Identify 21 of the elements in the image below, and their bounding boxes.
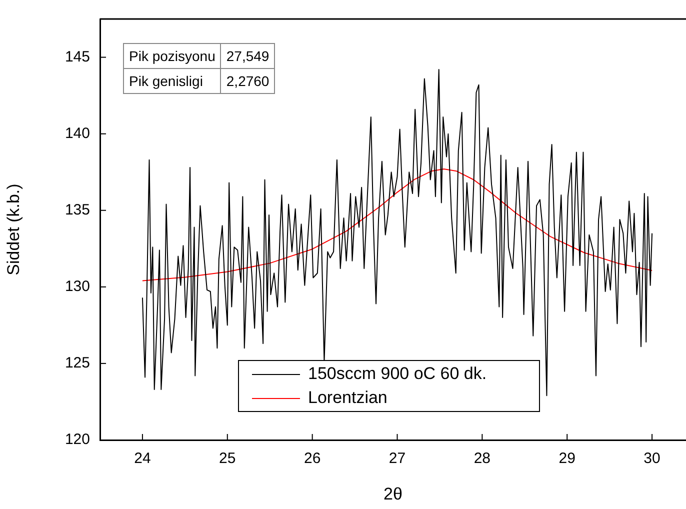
legend-label: Lorentzian [308, 388, 388, 408]
annotation: Pik pozisyonu [124, 44, 221, 68]
y-tick-label: 145 [64, 48, 90, 66]
x-tick-label: 26 [304, 450, 321, 468]
y-tick-label: 130 [64, 278, 90, 296]
y-tick-label: 125 [64, 354, 90, 372]
x-tick-label: 27 [388, 450, 406, 468]
x-tick-label: 24 [134, 450, 151, 468]
x-axis-title: 2θ [384, 484, 402, 504]
x-tick-label: 30 [644, 450, 660, 468]
y-tick-label: 140 [64, 124, 90, 142]
y-tick-label: 135 [64, 202, 90, 219]
annotation: Pik genisligi [124, 68, 221, 94]
x-tick-label: 29 [558, 450, 576, 468]
annotation: 27,549 [220, 44, 275, 68]
annotation: 2,2760 [220, 68, 275, 94]
y-tick-label: 120 [64, 431, 90, 448]
y-axis-title: Siddet (k.b.) [4, 184, 23, 276]
x-tick-label: 25 [219, 450, 236, 468]
legend-label: 150sccm 900 oC 60 dk. [308, 364, 487, 384]
x-tick-label: 28 [474, 450, 491, 468]
